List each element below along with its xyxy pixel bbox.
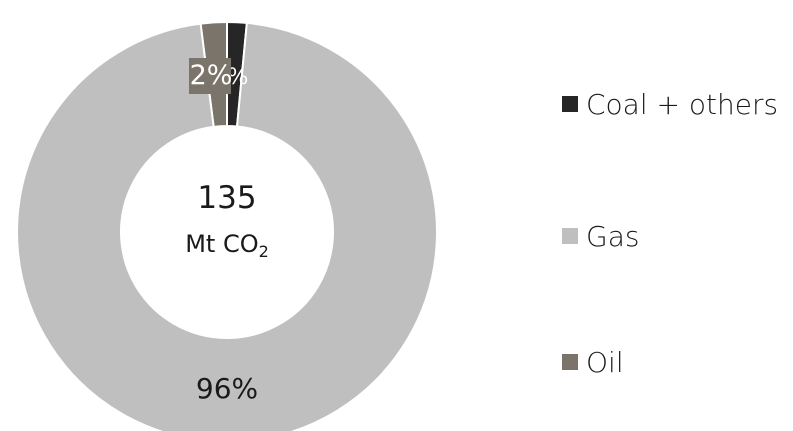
center-unit-subscript: 2 [258,242,269,261]
slice-label-coal-others: % [228,65,249,90]
legend-label-oil: Oil [586,345,624,379]
slice-label-gas: 96% [196,372,258,405]
legend-swatch-coal-others [562,96,578,112]
legend-item-gas: Gas [562,216,639,256]
legend-label-gas: Gas [586,219,640,253]
slice-label-bg-oil [189,58,231,94]
legend-swatch-gas [562,228,578,244]
slice-gas [16,21,438,431]
center-total-value: 135 [197,180,257,216]
legend-label-coal-others: Coal + others [586,87,779,121]
center-unit-label: Mt CO2 [152,230,302,261]
slice-label-oil: 2% [190,60,233,91]
legend-item-coal-others: Coal + others [562,84,778,124]
center-unit-main: Mt CO [185,230,259,258]
legend-swatch-oil [562,354,578,370]
legend-item-oil: Oil [562,342,624,382]
